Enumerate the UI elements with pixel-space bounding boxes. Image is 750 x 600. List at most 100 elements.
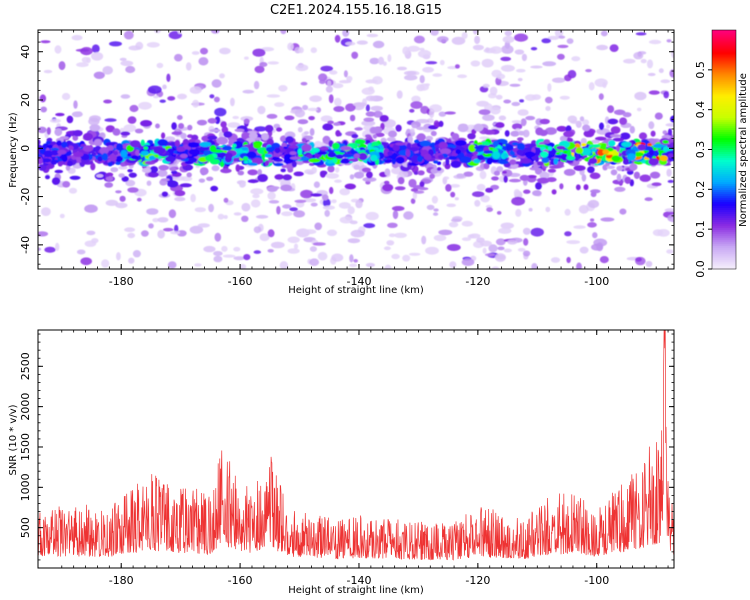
heatmap-cell bbox=[180, 132, 187, 140]
heatmap-cell bbox=[93, 71, 105, 80]
heatmap-cell bbox=[542, 171, 547, 176]
heatmap-cell bbox=[413, 35, 425, 44]
colorbar-step bbox=[712, 167, 736, 171]
heatmap-cell bbox=[598, 93, 604, 100]
heatmap-cell bbox=[300, 81, 308, 86]
heatmap-cell bbox=[364, 139, 371, 144]
x-tick-label: -100 bbox=[584, 275, 609, 288]
heatmap-cell bbox=[171, 170, 178, 175]
colorbar-step bbox=[712, 43, 736, 47]
heatmap-cell bbox=[213, 255, 223, 263]
heatmap-cell bbox=[372, 134, 378, 139]
heatmap-cell bbox=[146, 208, 159, 215]
heatmap-cell bbox=[321, 194, 329, 201]
colorbar-step bbox=[712, 115, 736, 119]
heatmap-cell bbox=[120, 162, 126, 167]
heatmap-cell bbox=[281, 211, 293, 217]
heatmap-cell bbox=[472, 191, 485, 198]
heatmap-cell bbox=[438, 120, 444, 127]
heatmap-cell bbox=[609, 44, 619, 52]
heatmap-cell bbox=[444, 162, 451, 170]
heatmap-cell bbox=[433, 208, 439, 212]
colorbar-step bbox=[712, 185, 736, 188]
heatmap-cell bbox=[320, 65, 334, 72]
heatmap-cell bbox=[38, 164, 47, 171]
heatmap-cell bbox=[113, 150, 118, 156]
heatmap-cell bbox=[446, 203, 457, 208]
heatmap-cell bbox=[624, 176, 631, 184]
heatmap-cell bbox=[379, 115, 389, 122]
heatmap-cell bbox=[303, 198, 317, 203]
heatmap-cell bbox=[267, 191, 276, 200]
y-tick-label: 2000 bbox=[19, 393, 32, 421]
heatmap-cell bbox=[134, 128, 144, 134]
heatmap-cell bbox=[267, 61, 280, 65]
heatmap-cell bbox=[112, 128, 121, 136]
heatmap-cell bbox=[613, 109, 626, 116]
heatmap-cell bbox=[373, 110, 383, 118]
heatmap-cell bbox=[270, 241, 285, 249]
heatmap-cell bbox=[121, 176, 129, 182]
heatmap-cell bbox=[581, 174, 587, 182]
heatmap-cell bbox=[496, 254, 506, 260]
heatmap-cell bbox=[153, 147, 165, 155]
heatmap-cell bbox=[583, 184, 589, 191]
heatmap-cell bbox=[140, 120, 153, 127]
heatmap-cell bbox=[384, 264, 392, 269]
colorbar-step bbox=[712, 163, 736, 167]
heatmap-cell bbox=[166, 73, 171, 83]
heatmap-cell bbox=[140, 150, 149, 156]
heatmap-cell bbox=[88, 117, 100, 126]
heatmap-cell bbox=[485, 187, 494, 193]
x-tick-label: -160 bbox=[228, 574, 253, 587]
heatmap-frame bbox=[37, 29, 675, 270]
heatmap-cell bbox=[199, 141, 212, 147]
colorbar-step bbox=[712, 155, 736, 159]
heatmap-cell bbox=[105, 199, 119, 206]
snr-frame bbox=[37, 329, 675, 569]
heatmap-cell bbox=[252, 48, 266, 57]
heatmap-cell bbox=[203, 245, 216, 253]
heatmap-cell bbox=[451, 36, 466, 45]
heatmap-cell bbox=[620, 132, 631, 140]
heatmap-cell bbox=[194, 263, 202, 267]
heatmap-cell bbox=[552, 77, 566, 83]
heatmap-cell bbox=[233, 212, 242, 216]
heatmap-cell bbox=[461, 220, 473, 227]
colorbar-step bbox=[712, 109, 736, 113]
heatmap-cell bbox=[504, 30, 512, 36]
heatmap-cell bbox=[397, 176, 405, 185]
heatmap-cell bbox=[310, 47, 317, 54]
heatmap-cell bbox=[308, 158, 321, 163]
heatmap-cell bbox=[71, 111, 83, 118]
heatmap-cell bbox=[160, 178, 170, 182]
heatmap-cell bbox=[72, 130, 83, 137]
heatmap-cell bbox=[278, 85, 288, 92]
heatmap-cell bbox=[646, 59, 654, 69]
colorbar-step bbox=[712, 241, 736, 244]
heatmap-cell bbox=[417, 170, 425, 176]
heatmap-cell bbox=[541, 38, 551, 44]
heatmap-cell bbox=[136, 197, 142, 202]
heatmap-cell bbox=[517, 109, 529, 116]
heatmap-cell bbox=[575, 184, 581, 191]
heatmap-cell bbox=[375, 132, 385, 137]
heatmap-cell bbox=[575, 147, 584, 154]
heatmap-cell bbox=[405, 149, 411, 158]
heatmap-cell bbox=[45, 174, 50, 180]
heatmap-cell bbox=[294, 109, 306, 118]
heatmap-cell bbox=[583, 129, 595, 138]
heatmap-cell bbox=[664, 208, 674, 212]
colorbar-step bbox=[712, 77, 736, 81]
heatmap-cell bbox=[119, 195, 126, 202]
heatmap-cell bbox=[500, 56, 512, 62]
heatmap-cell bbox=[547, 35, 560, 40]
colorbar-step bbox=[712, 249, 736, 252]
heatmap-cell bbox=[311, 166, 317, 174]
heatmap-cell bbox=[580, 137, 587, 145]
heatmap-cell bbox=[662, 140, 669, 144]
heatmap-cell bbox=[429, 104, 442, 113]
heatmap-cell bbox=[472, 44, 484, 51]
colorbar-step bbox=[712, 51, 736, 55]
heatmap-cell bbox=[176, 146, 185, 152]
